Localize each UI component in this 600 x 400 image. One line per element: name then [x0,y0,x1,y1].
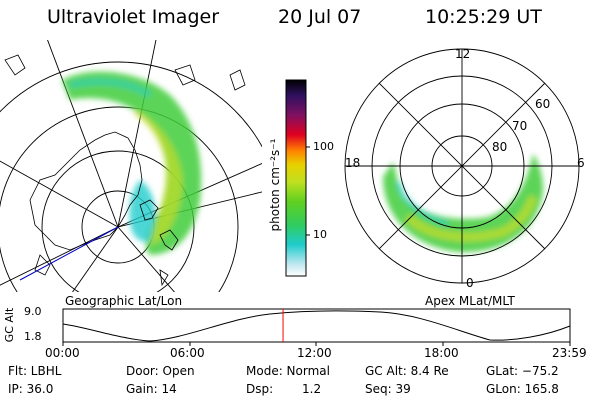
time-label: 10:25:29 UT [425,6,542,28]
filter-status: Flt: LBHL [8,364,62,378]
mlat-label-60: 60 [535,97,551,111]
gain-status: Gain: 14 [126,382,177,396]
colorbar [285,79,310,277]
orbit-altitude-timeline [62,308,571,346]
gc-alt-status: GC Alt: 8.4 Re [365,364,449,378]
door-status: Door: Open [126,364,195,378]
mag-caption: Apex MLat/MLT [425,294,515,308]
geo-caption: Geographic Lat/Lon [65,294,183,308]
dsp-label: Dsp: [246,382,274,396]
dsp-value: 1.2 [302,382,322,396]
mlat-label-70: 70 [512,119,528,133]
mlt-label-18: 18 [345,156,361,170]
mlt-label-6: 6 [577,156,585,170]
aurora-emission-mag [383,154,544,253]
aurora-emission-geo [62,71,202,255]
mode-status: Mode: Normal [246,364,330,378]
colorbar-unit-label: photon cm⁻²s⁻¹ [268,138,282,232]
seq-status: Seq: 39 [365,382,411,396]
magnetic-polar-plot [344,48,580,284]
mlt-label-0: 0 [466,276,474,290]
timeline-xtick-0000: 00:00 [45,346,80,360]
glat-status: GLat: −75.2 [486,364,559,378]
instrument-title: Ultraviolet Imager [47,6,220,28]
altitude-curve [62,310,571,342]
geographic-map [0,40,262,292]
colorbar-tick-100: 100 [313,140,334,153]
timeline-xtick-2359: 23:59 [552,346,587,360]
timeline-xtick-1200: 12:00 [297,346,332,360]
colorbar-tick-10: 10 [313,228,327,241]
mlt-label-12: 12 [455,47,471,61]
timeline-ylabel: GC Alt [3,307,16,343]
timeline-ytick-9: 9.0 [24,305,42,318]
timeline-ytick-1-8: 1.8 [24,330,42,343]
timeline-xtick-0600: 06:00 [170,346,205,360]
ip-status: IP: 36.0 [8,382,54,396]
timeline-xtick-1800: 18:00 [424,346,459,360]
glon-status: GLon: 165.8 [486,382,559,396]
satellite-track [19,226,119,281]
date-label: 20 Jul 07 [278,6,362,28]
mlat-label-80: 80 [492,140,508,154]
